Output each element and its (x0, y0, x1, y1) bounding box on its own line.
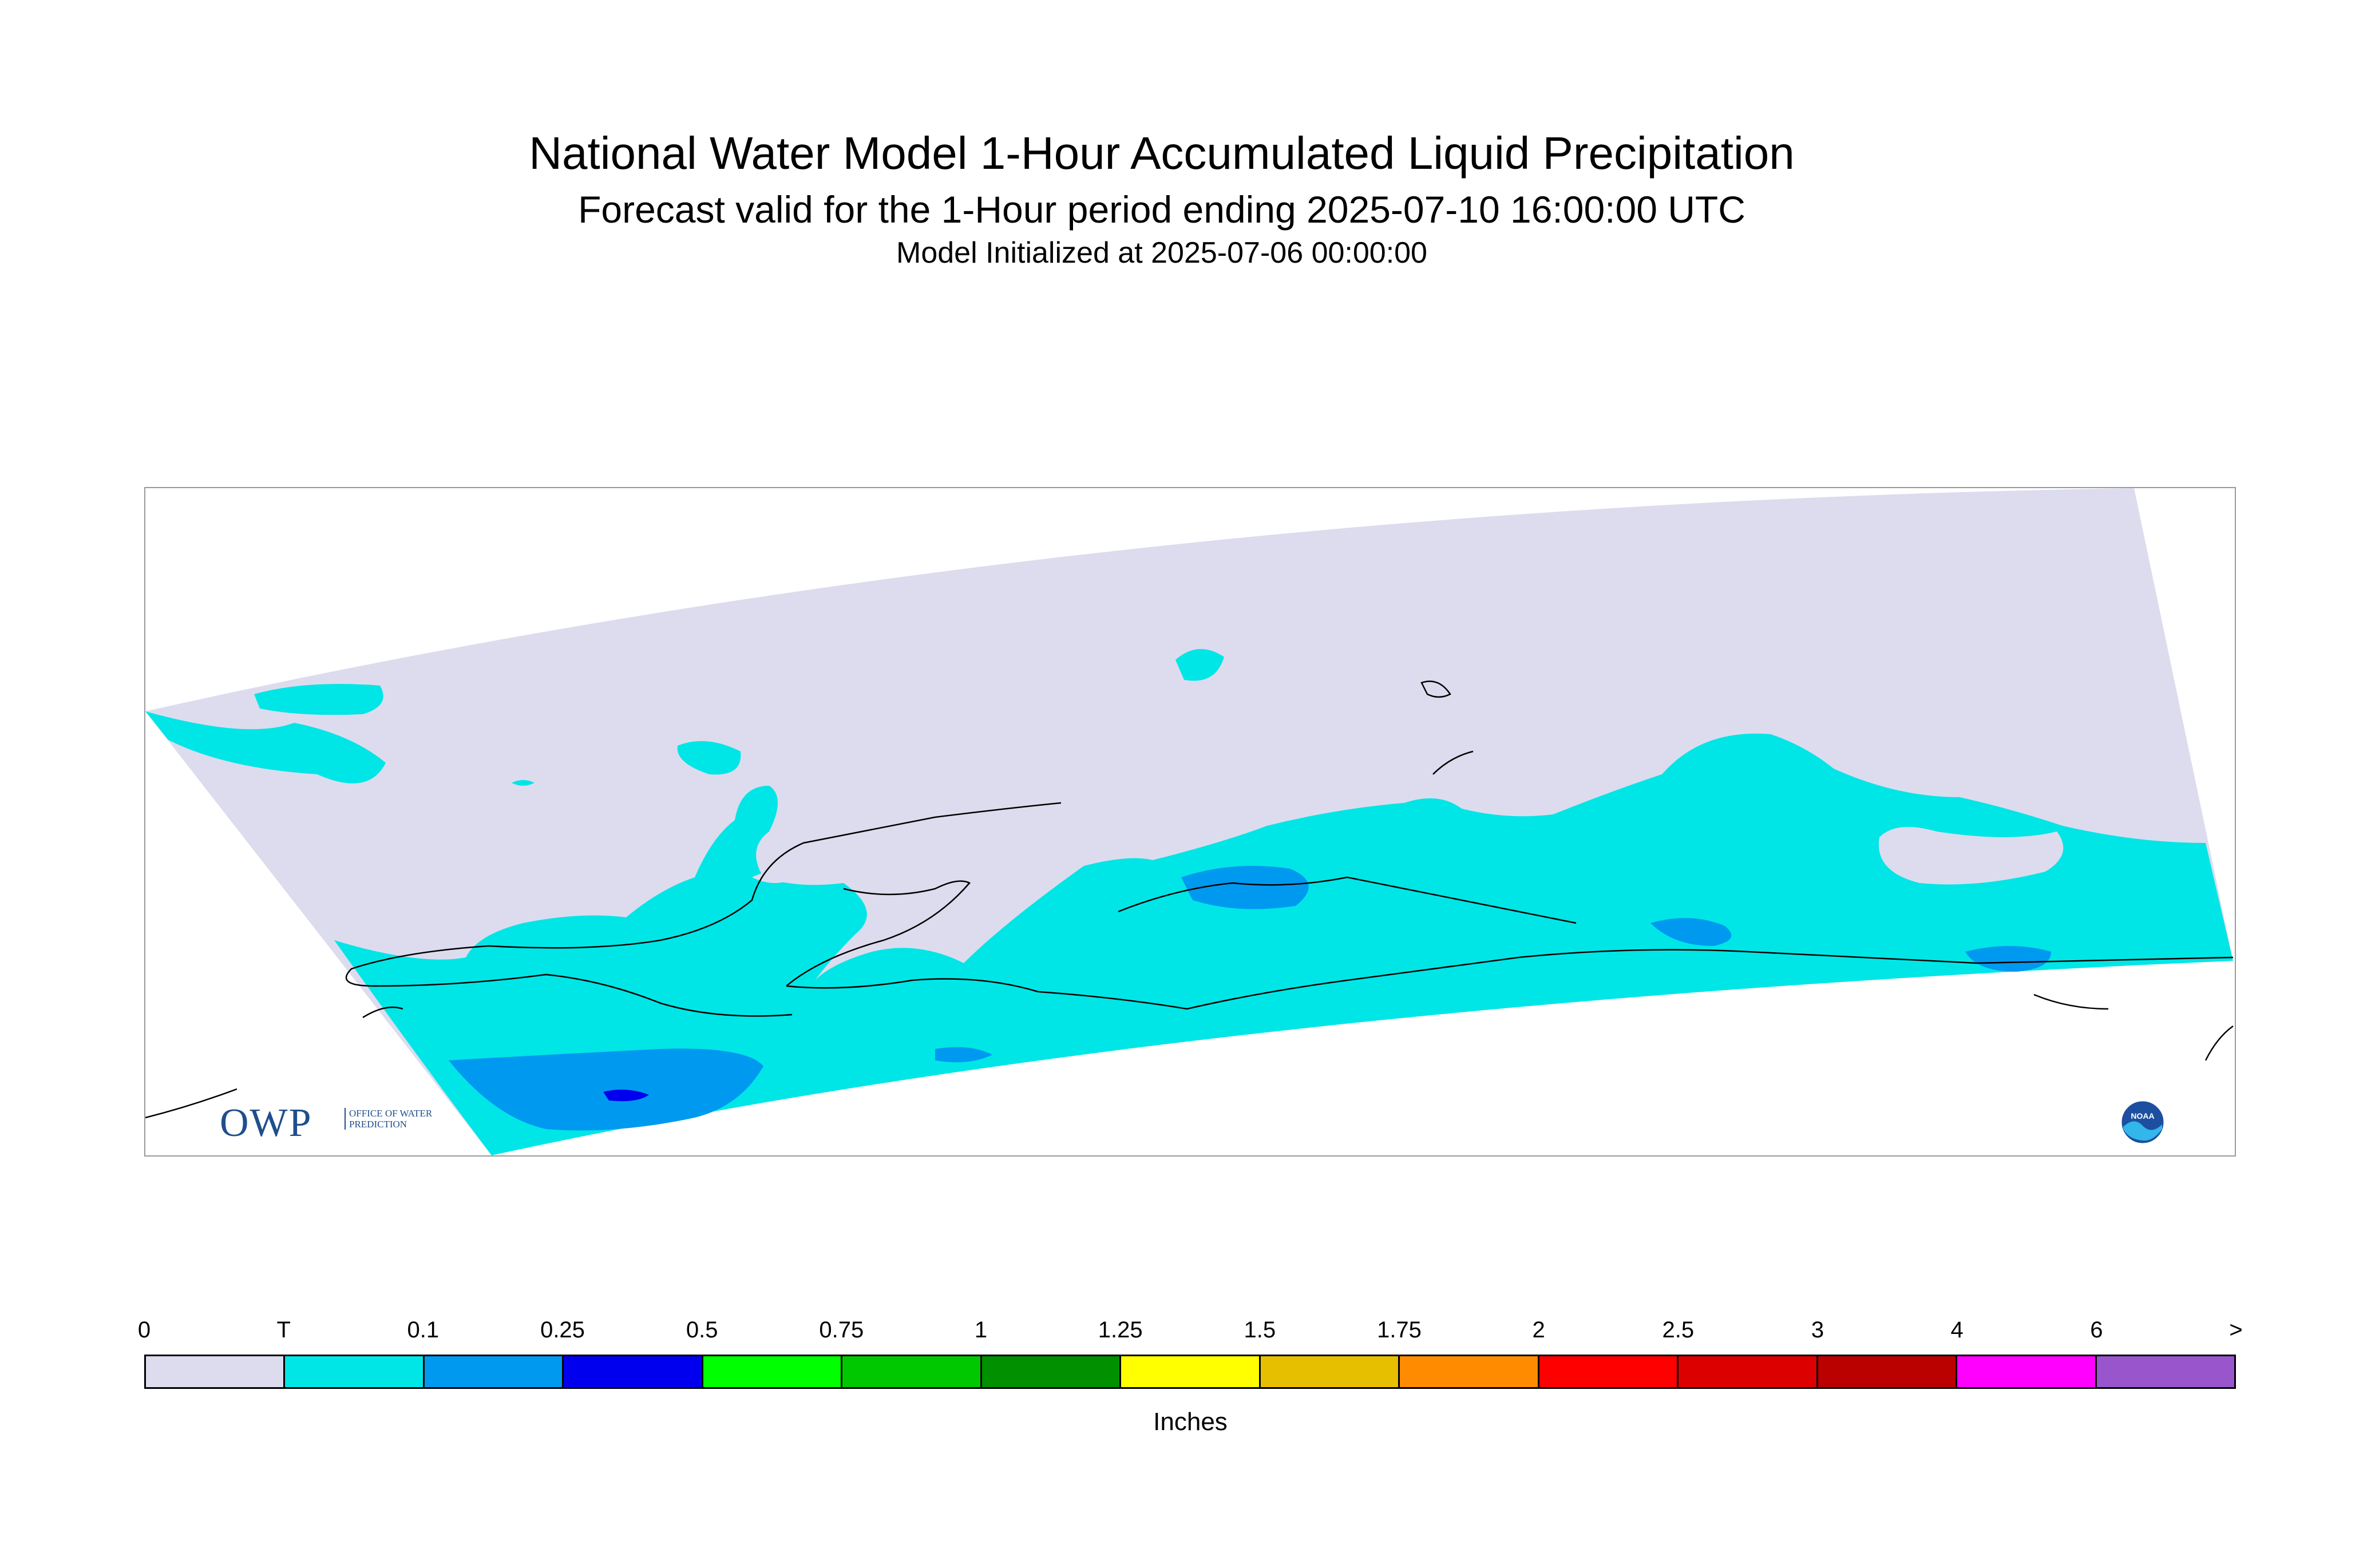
legend-label: 6 (2090, 1317, 2103, 1343)
coastlines (145, 680, 2234, 1119)
legend-label: 4 (1950, 1317, 1964, 1343)
legend-label: 0.1 (407, 1317, 440, 1343)
legend-swatch (1818, 1356, 1958, 1387)
noaa-logo-text: NOAA (2131, 1111, 2154, 1120)
legend-swatch (1121, 1356, 1261, 1387)
legend-swatch (564, 1356, 703, 1387)
model-init-time: Model Initialized at 2025-07-06 00:00:00 (896, 236, 1427, 270)
moderate-precip-areas (603, 1090, 649, 1102)
owp-logo-mark: OWP (220, 1101, 312, 1145)
legend-label: 0 (137, 1317, 151, 1343)
legend-swatch (1260, 1356, 1400, 1387)
legend-label: T (276, 1317, 291, 1343)
trace-precip-areas (145, 649, 2233, 1155)
legend-swatch (1679, 1356, 1818, 1387)
map-title: National Water Model 1-Hour Accumulated … (529, 128, 1795, 179)
legend-label: 0.75 (819, 1317, 864, 1343)
map-canvas (145, 488, 2234, 1155)
precipitation-map: OWP OFFICE OF WATER PREDICTION NOAA (144, 487, 2236, 1157)
legend-label: 1.25 (1098, 1317, 1143, 1343)
legend-swatch (981, 1356, 1122, 1387)
legend-label: 1.75 (1377, 1317, 1422, 1343)
legend-label: 2.5 (1662, 1317, 1695, 1343)
legend-label: 3 (1811, 1317, 1824, 1343)
legend-color-bar (144, 1355, 2236, 1389)
legend-swatch (2096, 1356, 2235, 1387)
legend-label: 2 (1532, 1317, 1545, 1343)
legend-label: 1.5 (1244, 1317, 1276, 1343)
legend-label: 1 (974, 1317, 988, 1343)
legend-swatch (424, 1356, 564, 1387)
legend-labels: 0 T 0.1 0.25 0.5 0.75 1 1.25 1.5 1.75 2 2.5 3 4 6 > (138, 1317, 2243, 1346)
legend-swatch (703, 1356, 843, 1387)
legend-label: > (2229, 1317, 2243, 1343)
legend-swatch (1957, 1356, 2097, 1387)
legend-swatch (285, 1356, 425, 1387)
map-subtitle: Forecast valid for the 1-Hour period end… (578, 188, 1745, 231)
legend-swatch (146, 1356, 286, 1387)
legend-units-label: Inches (1153, 1408, 1228, 1436)
legend-label: 0.25 (540, 1317, 585, 1343)
legend-swatch (842, 1356, 982, 1387)
legend-swatch (1400, 1356, 1539, 1387)
light-precip-areas (449, 866, 2051, 1131)
legend-swatch (1539, 1356, 1679, 1387)
noaa-logo-icon: NOAA (2120, 1099, 2166, 1145)
legend-label: 0.5 (686, 1317, 718, 1343)
owp-logo-text: OFFICE OF WATER PREDICTION (345, 1108, 435, 1130)
